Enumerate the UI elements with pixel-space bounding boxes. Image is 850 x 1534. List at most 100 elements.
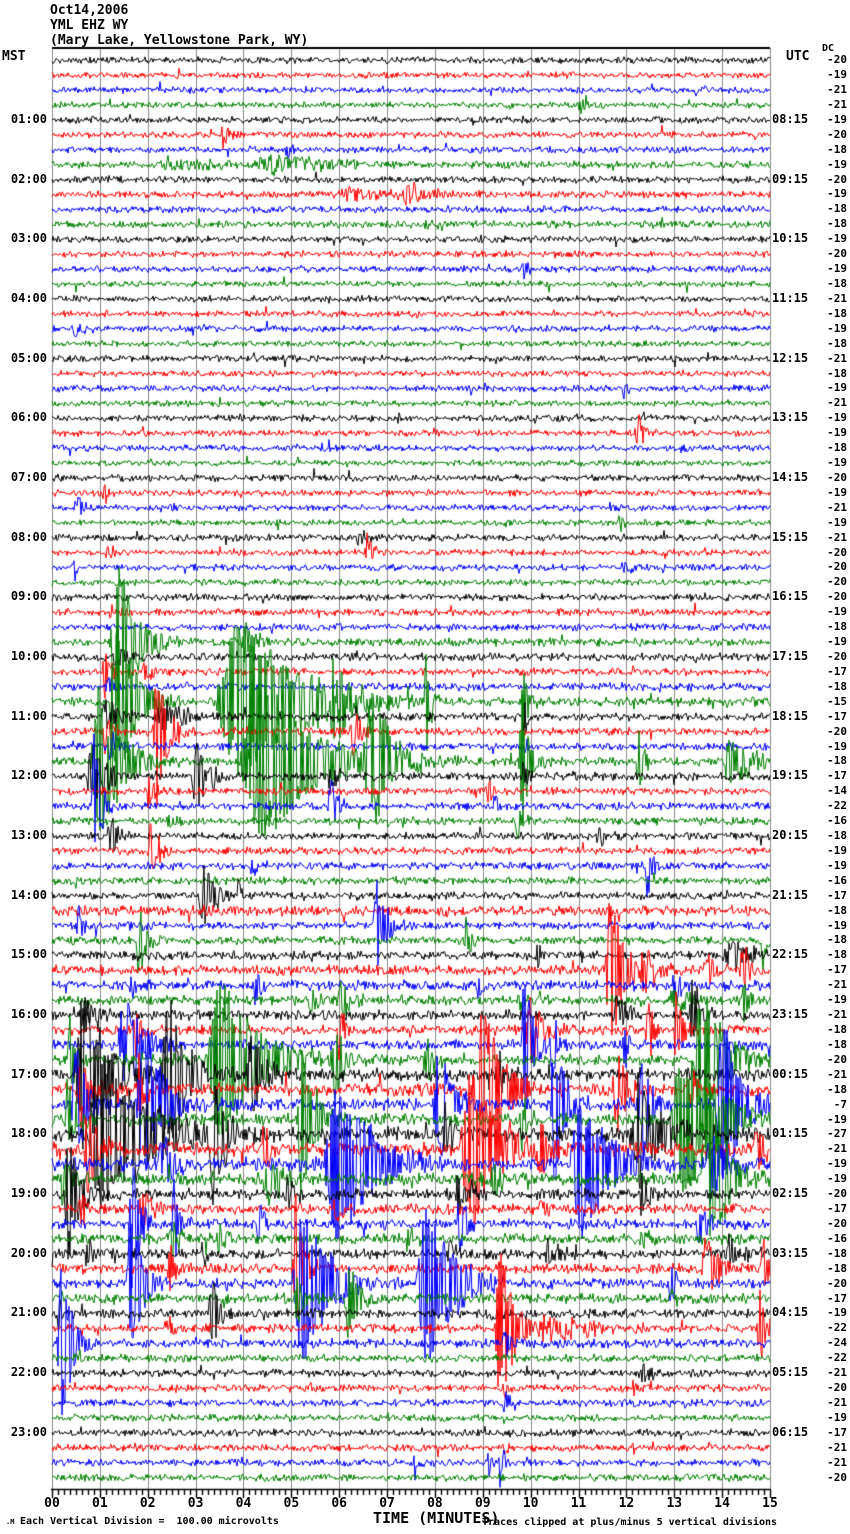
mst-hour-label: 12:00	[10, 768, 47, 783]
utc-hour-label: 08:15	[772, 111, 809, 126]
dc-value: -21	[827, 1366, 847, 1380]
dc-value: -16	[827, 814, 847, 828]
dc-value: -20	[827, 650, 847, 663]
mst-hour-label: 15:00	[10, 947, 47, 962]
dc-value: -19	[827, 635, 847, 649]
dc-value: -19	[827, 262, 847, 276]
dc-value: -18	[827, 679, 847, 693]
dc-value: -21	[827, 97, 847, 111]
dc-value: -18	[827, 829, 847, 843]
dc-value: -19	[827, 381, 847, 395]
dc-value: -19	[827, 515, 847, 529]
dc-value: -18	[827, 277, 847, 290]
dc-value: -18	[827, 1261, 847, 1275]
utc-hour-label: 22:15	[772, 947, 809, 962]
utc-hour-label: 05:15	[772, 1365, 809, 1380]
dc-value: -19	[827, 1157, 847, 1171]
dc-value: -18	[827, 142, 847, 156]
utc-hour-label: 18:15	[772, 708, 809, 723]
dc-value: -20	[827, 127, 847, 141]
dc-value: -20	[827, 1276, 847, 1290]
utc-hour-label: 10:15	[772, 231, 809, 246]
dc-value: -19	[827, 843, 847, 857]
x-tick-label: 07	[379, 1496, 395, 1511]
dc-value: -19	[827, 1172, 847, 1186]
utc-hour-label: 00:15	[772, 1066, 809, 1081]
utc-hour-label: 20:15	[772, 828, 809, 843]
dc-value: -17	[827, 709, 847, 723]
utc-hour-label: 15:15	[772, 529, 809, 544]
header-station: YML EHZ WY	[50, 18, 129, 33]
dc-value: -21	[827, 396, 847, 410]
mst-hour-label: 18:00	[10, 1126, 47, 1141]
dc-value: -17	[827, 769, 847, 783]
x-tick-label: 04	[235, 1496, 252, 1511]
dc-value: -18	[827, 933, 847, 947]
dc-value: -20	[827, 53, 847, 67]
dc-value: -20	[827, 1216, 847, 1230]
mst-hour-label: 02:00	[10, 171, 47, 186]
dc-value: -17	[827, 1291, 847, 1305]
mst-hour-label: 11:00	[10, 708, 47, 723]
dc-value: -20	[827, 470, 847, 484]
x-tick-label: 11	[570, 1496, 587, 1511]
dc-value: -21	[827, 1440, 847, 1454]
mst-hour-label: 08:00	[10, 529, 47, 544]
x-tick-label: 13	[666, 1496, 683, 1511]
dc-value: -21	[827, 530, 847, 544]
header-location: (Mary Lake, Yellowstone Park, WY)	[50, 33, 309, 48]
dc-value: -19	[827, 605, 847, 619]
mst-hour-label: 13:00	[10, 828, 47, 843]
utc-hour-label: 13:15	[772, 410, 809, 425]
dc-value: -19	[827, 1306, 847, 1320]
x-tick-label: 09	[474, 1496, 491, 1511]
mst-axis-label: MST	[2, 49, 26, 64]
dc-value: -20	[827, 247, 847, 261]
utc-hour-label: 01:15	[772, 1126, 809, 1141]
dc-value: -18	[827, 1246, 847, 1260]
mst-hour-label: 19:00	[10, 1186, 47, 1201]
mst-hour-label: 04:00	[10, 290, 47, 305]
dc-value: -19	[827, 993, 847, 1007]
mst-hour-label: 21:00	[10, 1305, 47, 1320]
dc-value: -19	[827, 321, 847, 335]
x-tick-label: 14	[714, 1496, 730, 1511]
x-tick-label: 08	[427, 1496, 443, 1511]
mst-hour-label: 10:00	[10, 649, 47, 663]
dc-value: -21	[827, 1455, 847, 1469]
dc-value: -20	[827, 1052, 847, 1066]
x-tick-label: 01	[92, 1496, 108, 1511]
mst-hour-label: 06:00	[10, 410, 47, 425]
utc-hour-label: 11:15	[772, 290, 809, 305]
utc-hour-label: 04:15	[772, 1305, 809, 1320]
dc-value: -18	[827, 306, 847, 320]
utc-hour-label: 19:15	[772, 768, 809, 783]
mst-hour-label: 05:00	[10, 350, 47, 365]
x-tick-label: 02	[139, 1496, 156, 1511]
dc-value: -19	[827, 112, 847, 126]
dc-value: -21	[827, 83, 847, 97]
dc-value: -21	[827, 500, 847, 514]
utc-hour-label: 06:15	[772, 1424, 809, 1439]
dc-value: -20	[827, 172, 847, 186]
dc-value: -19	[827, 485, 847, 499]
corner-mark: .M	[6, 1518, 15, 1526]
dc-value: -27	[827, 1127, 847, 1141]
dc-value: -20	[827, 1187, 847, 1201]
dc-value: -21	[827, 1008, 847, 1022]
dc-value: -20	[827, 590, 847, 604]
dc-value: -21	[827, 1142, 847, 1156]
dc-value: -18	[827, 366, 847, 380]
x-tick-label: 12	[618, 1496, 635, 1511]
dc-value: -17	[827, 1425, 847, 1439]
dc-value: -22	[827, 799, 847, 813]
utc-hour-label: 17:15	[772, 649, 809, 663]
dc-value: -19	[827, 426, 847, 440]
x-tick-label: 00	[44, 1496, 60, 1511]
dc-value: -19	[827, 232, 847, 246]
x-tick-label: 03	[187, 1496, 204, 1511]
utc-hour-label: 21:15	[772, 887, 809, 902]
dc-value: -19	[827, 456, 847, 470]
